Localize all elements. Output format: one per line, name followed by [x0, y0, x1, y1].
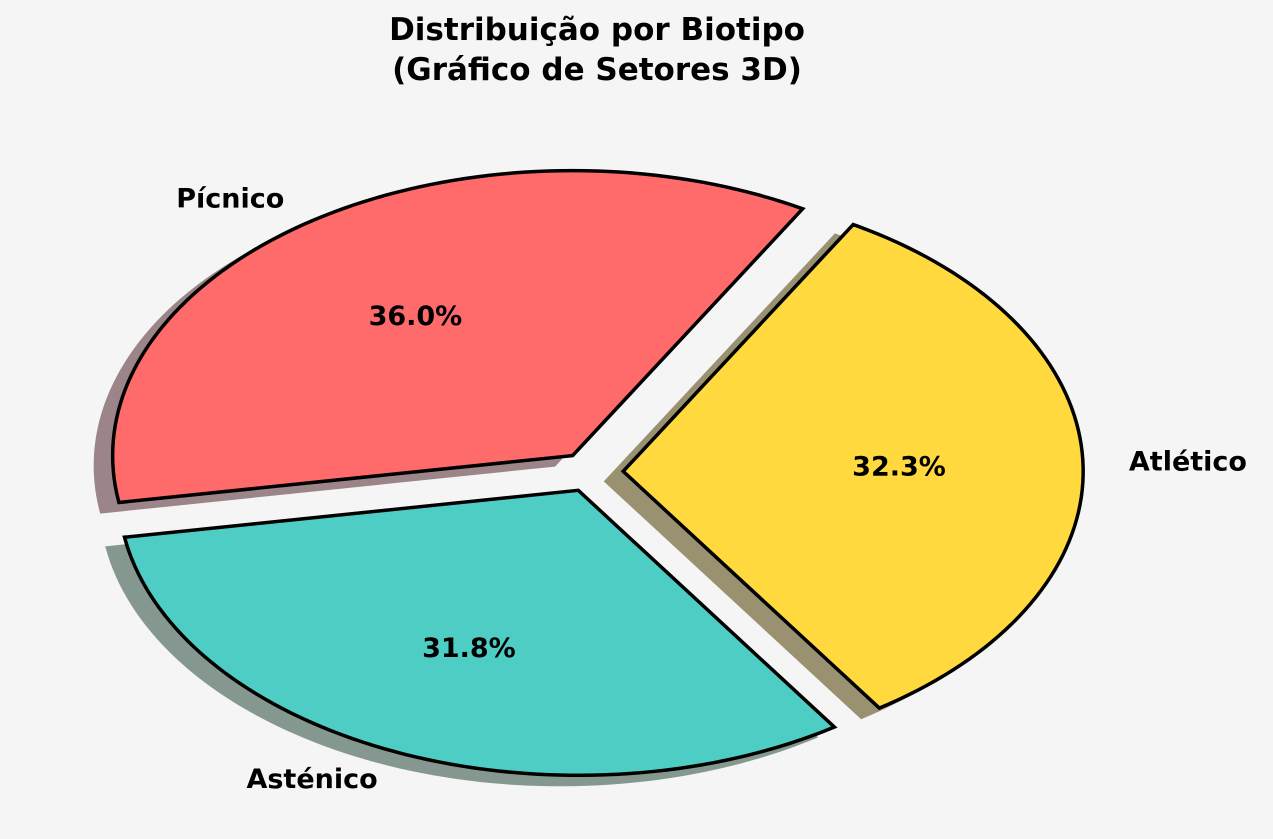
chart-title-line-2: (Gráfico de Setores 3D)	[392, 52, 802, 88]
pie-slice-astenico	[122, 488, 838, 778]
pie-label-astenico: Asténico	[246, 764, 377, 795]
chart-title-line-1: Distribuição por Biotipo	[389, 12, 805, 48]
chart-title: Distribuição por Biotipo (Gráfico de Set…	[0, 10, 1194, 90]
pie-pct-picnico: 36.0%	[369, 301, 463, 332]
pie-pct-atletico: 32.3%	[852, 451, 946, 482]
pie-label-atletico: Atlético	[1129, 447, 1247, 478]
pie-slice-atletico	[620, 222, 1085, 711]
pie-pct-astenico: 31.8%	[422, 633, 516, 664]
pie-label-picnico: Pícnico	[176, 184, 284, 215]
pie-slice-picnico	[110, 168, 806, 505]
